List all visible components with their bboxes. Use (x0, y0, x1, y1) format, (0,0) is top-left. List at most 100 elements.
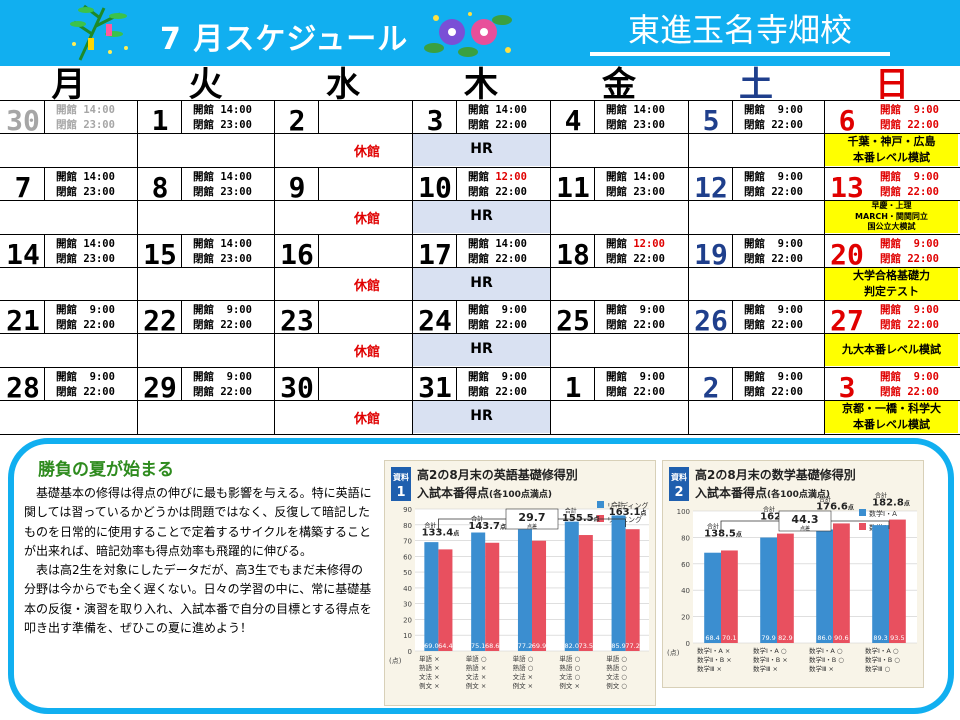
figure-badge-label: 資料 (671, 472, 687, 482)
bar (517, 529, 532, 651)
date-number: 18 (556, 237, 590, 271)
exam-event: 早慶・上理 MARCH・関関同立 国公立大模試 (825, 200, 958, 233)
date-number: 29 (143, 371, 177, 405)
date-number: 31 (418, 371, 452, 405)
date-number: 5 (702, 104, 720, 137)
opening-time: 開館 14:00 (606, 104, 665, 116)
opening-label: 開館 (468, 170, 496, 183)
opening-time: 開館 12:00 (468, 170, 527, 185)
chart-subtitle-note: (各100点満点) (489, 488, 552, 500)
y-tick-label: 50 (403, 569, 412, 577)
exam-event: 京都・一橋・科学大 本番レベル模試 (825, 401, 958, 434)
article-body: 基礎基本の修得は得点の伸びに最も影響を与える。特に英語に関しては習っているかどう… (24, 486, 372, 636)
grid-line (0, 434, 960, 435)
date-number: 30 (6, 104, 40, 137)
y-tick-label: 60 (403, 553, 412, 561)
date-divider (44, 166, 45, 200)
date-divider (732, 233, 733, 267)
date-number: 24 (418, 304, 452, 338)
opening-time: 開館 9:00 (468, 304, 527, 317)
date-number: 13 (830, 170, 864, 204)
bar-value-label: 73.5 (579, 642, 593, 650)
chart-title: 高2の8月末の数学基礎修得別 (695, 467, 856, 482)
date-divider (594, 367, 595, 401)
opening-time: 開館 9:00 (56, 371, 115, 384)
date-divider (181, 233, 182, 267)
date-number: 3 (426, 104, 444, 137)
category-label: 数学Ⅰ・A ○ (865, 646, 899, 655)
day-of-week-header: 土 (739, 65, 773, 105)
bar-value-label: 86.0 (817, 634, 831, 642)
closing-time: 閉館 22:00 (744, 252, 803, 265)
category-label: 数学Ⅲ × (753, 664, 778, 673)
grid-line (0, 300, 960, 302)
date-number: 22 (143, 304, 177, 338)
date-number: 2 (702, 371, 720, 405)
closing-time: 閉館 22:00 (193, 319, 252, 332)
difference-box (505, 508, 559, 530)
date-number: 1 (151, 104, 169, 137)
difference-value: 44.3 (791, 513, 818, 526)
total-label: 合計 (819, 495, 831, 503)
bar-value-label: 93.5 (890, 634, 904, 642)
bar-value-label: 82.9 (778, 634, 792, 642)
category-label: 文法 ○ (606, 672, 627, 681)
grid-line (137, 100, 138, 434)
y-tick-label: 40 (681, 587, 690, 595)
difference-value: 29.7 (518, 511, 545, 524)
date-number: 20 (830, 237, 864, 271)
total-label: 合計 (565, 507, 577, 515)
date-number: 10 (418, 170, 452, 204)
closing-time: 閉館 23:00 (606, 119, 665, 131)
total-label: 合計 (612, 501, 624, 509)
total-value: 182.8点 (872, 498, 910, 509)
bar-value-label: 89.3 (873, 634, 887, 642)
bar (485, 542, 500, 651)
date-number: 21 (6, 304, 40, 338)
date-divider (318, 233, 319, 267)
closing-time: 閉館 22:00 (468, 319, 527, 332)
opening-time: 開館 9:00 (880, 170, 939, 183)
category-label: 熟語 × (466, 663, 487, 672)
bar (704, 552, 721, 643)
bar (833, 523, 850, 643)
date-divider (318, 100, 319, 133)
bar (889, 519, 906, 643)
date-divider (456, 300, 457, 334)
category-label: 単語 ○ (466, 654, 487, 663)
total-value: 143.7点 (468, 521, 506, 532)
closing-time: 閉館 23:00 (56, 252, 115, 265)
date-number: 11 (556, 170, 590, 204)
exam-event: 千葉・神戸・広島 本番レベル模試 (825, 134, 958, 166)
date-divider (318, 166, 319, 200)
total-unit: 点 (640, 509, 646, 517)
opening-label: 開館 (606, 237, 634, 250)
category-label: 熟語 ○ (559, 663, 580, 672)
bar (424, 542, 439, 651)
grid-line (550, 100, 551, 434)
closed-label: 休館 (353, 145, 380, 160)
chart-subtitle: 入試本番得点(各100点満点) (695, 485, 830, 500)
opening-time: 開館 14:00 (468, 104, 527, 116)
opening-time: 開館 9:00 (193, 304, 252, 317)
category-label: 数学Ⅲ × (697, 664, 722, 673)
date-number: 8 (151, 170, 169, 204)
closed-label: 休館 (353, 278, 380, 294)
opening-time: 開館 9:00 (606, 304, 665, 317)
total-unit: 点 (848, 503, 854, 511)
y-axis-unit: (点) (667, 649, 680, 657)
bar (777, 533, 794, 643)
date-divider (181, 166, 182, 200)
bar-value-label: 69.0 (424, 642, 438, 650)
day-of-week-header: 日 (875, 65, 909, 105)
category-label: 数学Ⅲ × (809, 664, 834, 673)
grid-line (0, 367, 960, 369)
opening-time-highlight: 12:00 (495, 170, 527, 183)
y-tick-label: 40 (403, 585, 412, 593)
bar (872, 525, 889, 643)
bar (438, 549, 453, 651)
y-tick-label: 0 (408, 648, 412, 656)
y-tick-label: 20 (681, 614, 690, 622)
date-divider (318, 300, 319, 334)
homeroom-label: HR (413, 334, 550, 367)
